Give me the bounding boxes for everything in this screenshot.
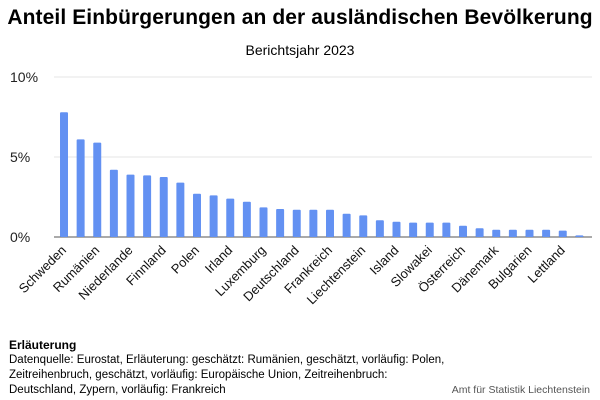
bar xyxy=(342,213,351,237)
chart-title: Anteil Einbürgerungen an der ausländisch… xyxy=(7,6,593,29)
bar xyxy=(76,139,85,237)
bar xyxy=(226,198,235,237)
bar xyxy=(392,221,401,237)
bar xyxy=(292,209,301,237)
bar xyxy=(276,209,285,237)
bar xyxy=(425,222,434,237)
bar xyxy=(93,142,102,237)
note-heading: Erläuterung xyxy=(9,338,77,352)
y-tick-label: 5% xyxy=(10,149,30,165)
bar xyxy=(459,225,467,237)
bar xyxy=(508,229,517,237)
bar xyxy=(575,235,584,237)
bar xyxy=(176,182,185,237)
bar xyxy=(409,222,418,237)
bar xyxy=(209,195,218,237)
bar-chart: 0%5%10%SchwedenRumänienNiederlandeFinnla… xyxy=(10,69,592,307)
x-tick-label: Polen xyxy=(168,243,202,277)
credit-text: Amt für Statistik Liechtenstein xyxy=(451,384,590,396)
bar xyxy=(542,229,551,237)
bar xyxy=(60,112,68,237)
bar xyxy=(159,177,168,237)
bar xyxy=(525,229,534,237)
note-text: Datenquelle: Eurostat, Erläuterung: gesc… xyxy=(9,354,445,396)
chart-subtitle: Berichtsjahr 2023 xyxy=(245,42,355,58)
bar xyxy=(375,220,384,237)
bar xyxy=(359,215,368,237)
bar xyxy=(126,174,135,237)
bar xyxy=(242,201,251,237)
bar xyxy=(259,207,268,237)
bar xyxy=(326,209,334,237)
bar xyxy=(109,169,118,237)
bar xyxy=(492,229,501,237)
y-tick-label: 0% xyxy=(10,229,30,245)
x-tick-label: Lettland xyxy=(525,243,568,286)
bar xyxy=(442,222,451,237)
bar xyxy=(309,209,318,237)
bar xyxy=(193,193,201,237)
bar xyxy=(143,175,152,237)
y-tick-label: 10% xyxy=(10,69,38,85)
bar xyxy=(558,230,567,237)
bar xyxy=(475,228,484,237)
